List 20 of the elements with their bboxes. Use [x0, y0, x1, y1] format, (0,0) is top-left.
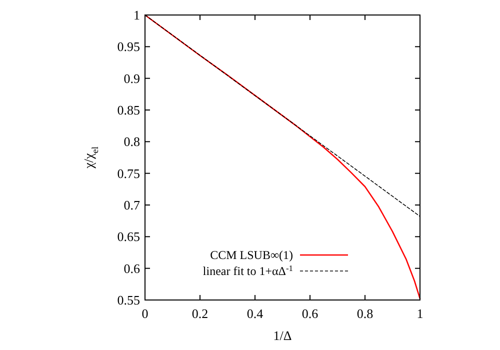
- y-tick-label: 1: [134, 8, 140, 22]
- y-tick-label: 0.75: [117, 166, 140, 181]
- y-tick-label: 0.95: [117, 39, 140, 54]
- y-tick-label: 0.6: [124, 260, 140, 276]
- line-series: [144, 14, 421, 300]
- legend-label: CCM LSUB∞(1): [210, 248, 293, 262]
- y-tick-label: 0.8: [124, 134, 140, 150]
- y-tick-label: 0.9: [124, 70, 140, 86]
- y-tick-label: 0.7: [124, 198, 140, 212]
- x-tick-label: 0.2: [192, 306, 208, 321]
- x-tick-label: 0.6: [302, 306, 319, 321]
- y-tick-label: 0.55: [117, 292, 140, 308]
- x-tick-label: 0.8: [356, 306, 374, 321]
- x-tick-label: 0.4: [246, 306, 264, 321]
- legend-label: linear fit to 1+αΔ$^{-1}$: [202, 264, 293, 278]
- x-tick-label: 1: [416, 306, 424, 321]
- x-axis-title: 1/Δ: [273, 328, 292, 343]
- y-tick-label: 0.65: [117, 229, 140, 244]
- y-tick-label: 0.85: [117, 102, 140, 118]
- x-tick-label: 0: [142, 306, 148, 321]
